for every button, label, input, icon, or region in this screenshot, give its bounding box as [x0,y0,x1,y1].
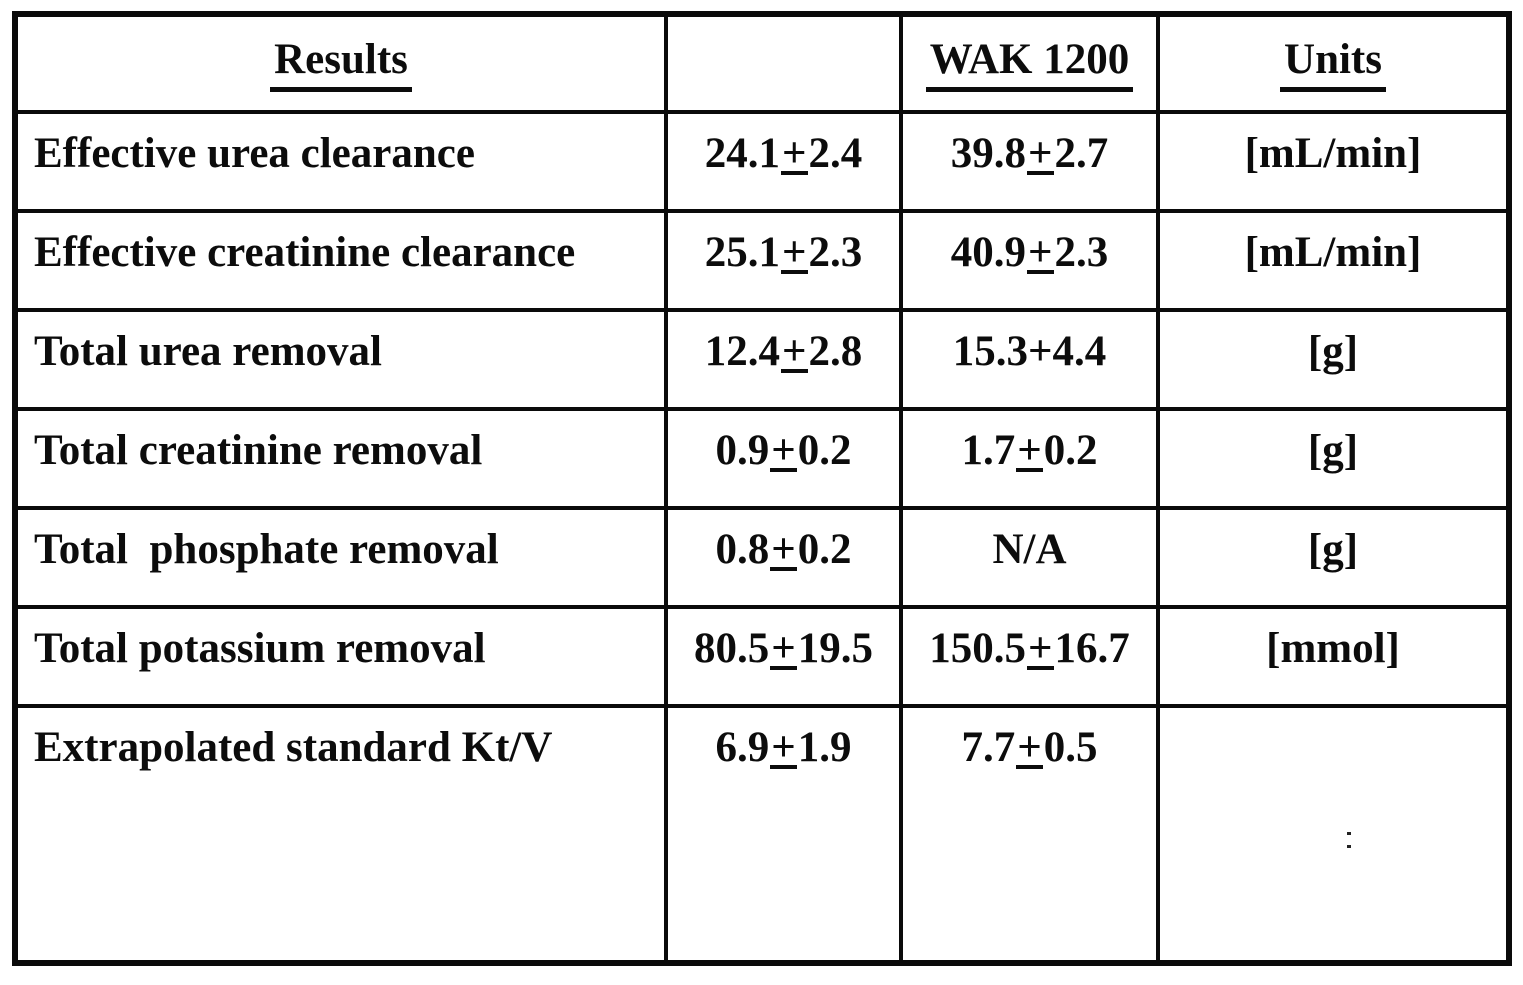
plus-minus-sign: + [1026,229,1054,276]
results-table: Results WAK 1200 Units Effective urea cl… [12,11,1512,966]
plus-minus-sign: + [770,724,797,771]
table-row: Total potassium removal 80.5+19.5 150.5+… [13,605,1511,708]
value-cell: 24.1+2.4 [664,110,903,213]
scan-artifact-dot [1347,832,1351,848]
row-label-cell: Effective creatinine clearance [13,209,668,312]
row-label-cell: Total phosphate removal [13,506,668,609]
header-wak1200-cell: WAK 1200 [899,12,1160,114]
wak-value-cell: N/A [899,506,1160,609]
wak-value-cell: 150.5+16.7 [899,605,1160,708]
row-label-cell: Total potassium removal [13,605,668,708]
table-row: Total creatinine removal 0.9+0.2 1.7+0.2… [13,407,1511,510]
row-label-cell: Total urea removal [13,308,668,411]
wak-value-cell: 7.7+0.5 [899,704,1160,965]
header-row: Results WAK 1200 Units [13,12,1511,114]
header-units-cell: Units [1156,12,1511,114]
plus-minus-sign: + [780,229,808,276]
header-results-cell: Results [13,12,668,114]
wak-value-cell: 40.9+2.3 [899,209,1160,312]
plus-minus-sign: + [1026,625,1054,672]
units-cell: [mL/min] [1156,209,1511,312]
header-empty-cell [664,12,903,114]
header-units-label: Units [1280,35,1386,92]
header-results-label: Results [270,35,412,92]
units-cell [1156,704,1511,965]
plus-minus-sign: + [770,427,797,474]
units-cell: [g] [1156,308,1511,411]
units-cell: [g] [1156,407,1511,510]
plus-minus-sign: + [780,328,808,375]
units-cell: [g] [1156,506,1511,609]
value-cell: 0.9+0.2 [664,407,903,510]
plus-minus-sign: + [1026,130,1054,177]
row-label-cell: Total creatinine removal [13,407,668,510]
table-row: Total phosphate removal 0.8+0.2 N/A [g] [13,506,1511,609]
wak-value-cell: 15.3+4.4 [899,308,1160,411]
row-label-cell: Extrapolated standard Kt/V [13,704,668,965]
wak-value-cell: 1.7+0.2 [899,407,1160,510]
value-cell: 6.9+1.9 [664,704,903,965]
value-cell: 0.8+0.2 [664,506,903,609]
wak-value-cell: 39.8+2.7 [899,110,1160,213]
value-cell: 12.4+2.8 [664,308,903,411]
header-wak1200-label: WAK 1200 [925,35,1134,92]
value-cell: 25.1+2.3 [664,209,903,312]
plus-minus-sign: + [780,130,808,177]
value-cell: 80.5+19.5 [664,605,903,708]
units-cell: [mmol] [1156,605,1511,708]
plus-minus-sign: + [1016,724,1043,771]
plus-minus-sign: + [1016,427,1043,474]
table-row: Effective urea clearance 24.1+2.4 39.8+2… [13,110,1511,213]
table-row: Effective creatinine clearance 25.1+2.3 … [13,209,1511,312]
table-row: Extrapolated standard Kt/V 6.9+1.9 7.7+0… [13,704,1511,965]
plus-minus-sign: + [770,526,797,573]
row-label-cell: Effective urea clearance [13,110,668,213]
plus-minus-sign: + [770,625,797,672]
units-cell: [mL/min] [1156,110,1511,213]
table-row: Total urea removal 12.4+2.8 15.3+4.4 [g] [13,308,1511,411]
